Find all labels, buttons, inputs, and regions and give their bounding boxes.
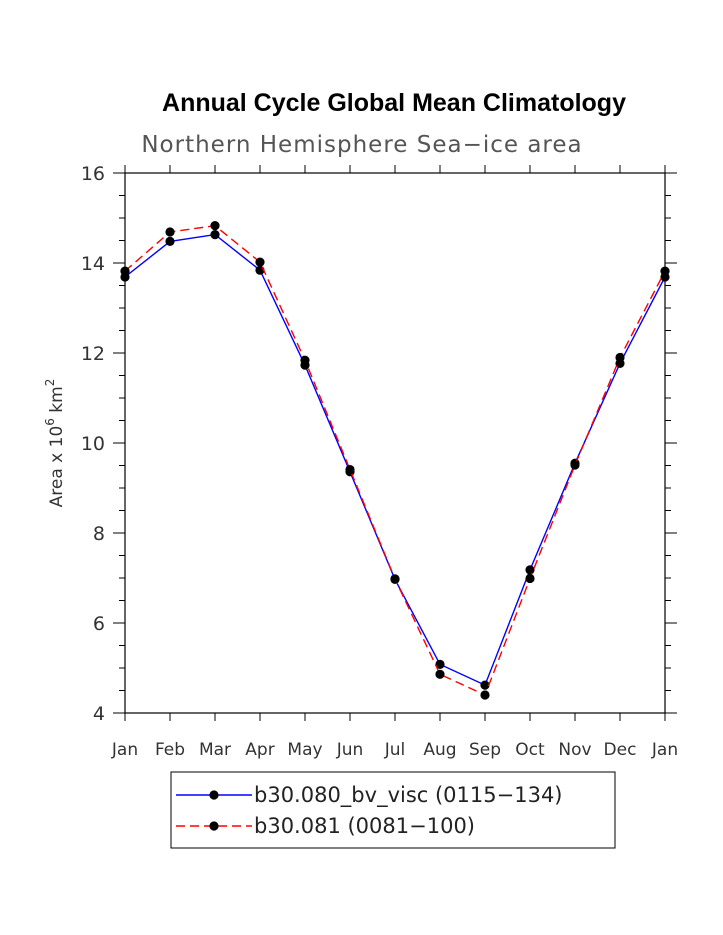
series-2	[120, 221, 670, 700]
y-tick-label: 10	[81, 433, 105, 455]
x-tick-label: Oct	[515, 740, 545, 760]
x-tick-label: May	[287, 740, 322, 760]
x-tick-label: Jul	[384, 740, 406, 760]
data-point	[660, 266, 670, 276]
chart-title: Annual Cycle Global Mean Climatology	[162, 89, 626, 117]
y-tick-label: 12	[81, 343, 105, 365]
series-line	[124, 233, 666, 687]
data-point	[300, 355, 310, 365]
x-tick-labels: Jan Feb Mar Apr May Jun Jul Aug Sep Oct Nov Dec Jan	[111, 740, 678, 760]
data-point	[435, 669, 445, 679]
x-tick-label: Dec	[604, 740, 637, 760]
data-point	[210, 230, 220, 240]
y-tick-label: 8	[93, 523, 105, 545]
data-point	[210, 221, 220, 231]
y-tick-label: 16	[81, 163, 105, 185]
data-point	[525, 565, 535, 575]
data-point	[615, 352, 625, 363]
legend-label: b30.080_bv_visc (0115−134)	[254, 783, 563, 808]
legend-swatch-marker	[209, 790, 219, 800]
data-point	[345, 464, 355, 475]
legend-item: b30.081 (0081−100)	[176, 814, 475, 838]
y-tick-labels: 4 6 8 10 12 14 16	[81, 163, 105, 725]
y-tick-label: 6	[93, 613, 105, 635]
data-point	[480, 680, 490, 690]
x-tick-label: Aug	[423, 740, 456, 760]
data-point	[435, 659, 445, 670]
data-point	[120, 266, 130, 276]
x-tick-label: Jun	[336, 740, 364, 760]
data-point	[570, 460, 580, 470]
data-point	[525, 573, 535, 584]
x-tick-label: Sep	[469, 740, 501, 760]
y-axis-label: Area x 106 km2	[43, 379, 67, 508]
x-tick-label: Nov	[558, 740, 591, 760]
data-point	[165, 227, 175, 237]
data-point	[165, 236, 175, 246]
x-tick-label: Jan	[111, 740, 138, 760]
legend-label: b30.081 (0081−100)	[254, 814, 475, 838]
series-1	[120, 230, 670, 690]
axis-ticks	[113, 165, 677, 721]
y-tick-label: 4	[93, 703, 105, 725]
y-tick-label: 14	[81, 253, 105, 275]
x-tick-label: Jan	[651, 740, 678, 760]
series-layer	[120, 221, 670, 700]
x-tick-label: Feb	[155, 740, 185, 760]
series-line	[124, 224, 666, 696]
legend-item: b30.080_bv_visc (0115−134)	[176, 783, 563, 808]
x-tick-label: Apr	[245, 740, 274, 760]
legend: b30.080_bv_visc (0115−134) b30.081 (0081−…	[176, 783, 563, 838]
legend-swatch-marker	[209, 821, 219, 831]
data-point	[390, 574, 400, 584]
legend-box	[170, 771, 616, 849]
data-point	[480, 690, 490, 700]
chart-subtitle: Northern Hemisphere Sea−ice area	[141, 132, 582, 158]
data-point	[255, 257, 265, 267]
x-tick-label: Mar	[199, 740, 231, 760]
